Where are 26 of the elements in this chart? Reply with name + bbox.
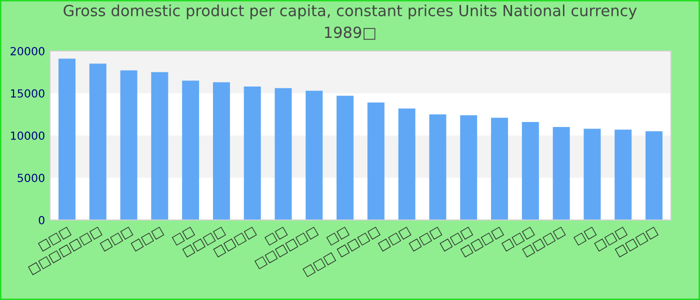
bar — [584, 128, 601, 220]
y-tick-label: 15000 — [11, 89, 44, 98]
bar — [367, 102, 384, 220]
bar — [429, 114, 446, 220]
bar — [491, 118, 508, 220]
bar — [182, 80, 200, 220]
y-tick-label: 5000 — [18, 174, 44, 182]
bar — [336, 96, 354, 220]
bar — [212, 82, 230, 220]
bar — [398, 108, 416, 220]
bar — [274, 88, 292, 220]
bar — [646, 131, 663, 220]
y-tick-label: 10000 — [11, 131, 44, 140]
y-tick-label: 20000 — [10, 46, 44, 56]
bar — [89, 64, 106, 220]
bar — [58, 58, 76, 220]
bar — [120, 70, 138, 220]
y-tick-label: 0 — [38, 216, 44, 224]
bar — [552, 127, 570, 220]
bar — [244, 86, 261, 220]
bar — [151, 72, 168, 220]
bar — [614, 130, 632, 220]
bar — [522, 122, 539, 220]
bar — [306, 90, 323, 220]
bar — [460, 115, 478, 220]
chart-title: Gross domestic product per capita, constant prices Units National currency 1989□ — [64, 4, 637, 40]
